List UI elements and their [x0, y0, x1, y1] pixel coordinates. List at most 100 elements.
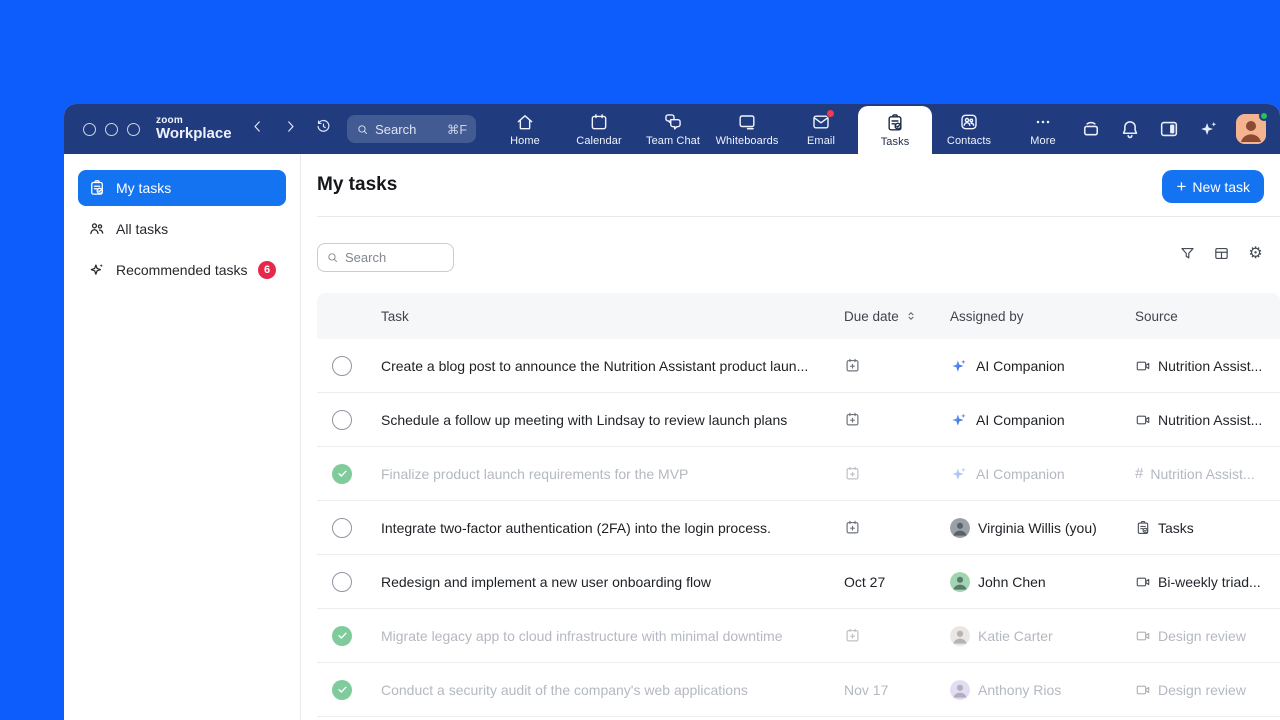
table-row[interactable]: Finalize product launch requirements for… — [317, 447, 1280, 501]
due-date-cell — [844, 357, 950, 374]
tab-more[interactable]: More — [1006, 104, 1080, 154]
assignee-name: John Chen — [978, 573, 1046, 590]
table-view-button[interactable] — [1213, 245, 1230, 262]
table-header: Task Due date Assigned by Source — [317, 293, 1280, 339]
global-search[interactable]: Search ⌘F — [347, 115, 477, 143]
column-assigned-by: Assigned by — [950, 308, 1024, 324]
sort-icon[interactable] — [904, 309, 918, 323]
tab-label: Team Chat — [645, 134, 701, 147]
main-header: My tasks + New task — [317, 154, 1280, 217]
task-checkbox[interactable] — [332, 517, 352, 538]
due-date-cell — [844, 519, 950, 536]
assigned-by-cell: AI Companion — [950, 357, 1135, 375]
source-cell: Bi-weekly triad... — [1135, 574, 1280, 590]
table-body: Create a blog post to announce the Nutri… — [317, 339, 1280, 717]
sidebar-item-recommended-tasks[interactable]: Recommended tasks 6 — [78, 252, 286, 288]
assigned-by-cell: John Chen — [950, 571, 1135, 592]
task-checkbox[interactable] — [332, 355, 352, 376]
add-due-date-icon[interactable] — [844, 357, 950, 374]
maximize-window-icon[interactable] — [127, 122, 140, 136]
table-row[interactable]: Integrate two-factor authentication (2FA… — [317, 501, 1280, 555]
task-title: Create a blog post to announce the Nutri… — [381, 357, 809, 374]
tab-team-chat[interactable]: Team Chat — [636, 104, 710, 154]
close-window-icon[interactable] — [83, 122, 96, 136]
task-title: Schedule a follow up meeting with Lindsa… — [381, 411, 788, 428]
task-checkbox[interactable] — [332, 409, 352, 430]
calendar-icon — [589, 112, 609, 132]
contacts-icon — [959, 112, 979, 132]
tab-label: Contacts — [946, 134, 992, 147]
source-label: Nutrition Assist... — [1150, 465, 1255, 482]
online-status-dot — [1259, 111, 1270, 121]
due-date-cell: Nov 17 — [844, 682, 950, 698]
tab-label: Tasks — [880, 135, 910, 148]
task-checkbox-checked[interactable] — [332, 625, 352, 646]
task-checkbox-checked[interactable] — [332, 679, 352, 700]
table-row[interactable]: Create a blog post to announce the Nutri… — [317, 339, 1280, 393]
video-icon — [1135, 682, 1151, 698]
add-due-date-icon[interactable] — [844, 465, 950, 482]
source-label: Tasks — [1158, 519, 1194, 536]
settings-button[interactable]: ⚙ — [1247, 245, 1264, 262]
connect-to-device-button[interactable] — [1080, 118, 1102, 140]
avatar-photo — [1236, 114, 1267, 144]
notifications-button[interactable] — [1119, 118, 1141, 140]
sparkle-icon — [1197, 118, 1219, 140]
column-source: Source — [1135, 308, 1178, 324]
source-label: Bi-weekly triad... — [1158, 573, 1261, 590]
table-row[interactable]: Schedule a follow up meeting with Lindsa… — [317, 393, 1280, 447]
toolbar-icons: ⚙ — [1179, 245, 1264, 262]
source-cell: Design review — [1135, 682, 1280, 698]
source-label: Design review — [1158, 681, 1246, 698]
search-shortcut: ⌘F — [446, 122, 468, 137]
minimize-window-icon[interactable] — [105, 122, 118, 136]
task-search-input[interactable] — [345, 250, 445, 265]
due-date-cell: Oct 27 — [844, 574, 950, 590]
tab-email[interactable]: Email — [784, 104, 858, 154]
tab-tasks[interactable]: Tasks — [858, 106, 933, 154]
tab-contacts[interactable]: Contacts — [932, 104, 1006, 154]
task-title: Migrate legacy app to cloud infrastructu… — [381, 627, 783, 644]
tab-whiteboards[interactable]: Whiteboards — [710, 104, 784, 154]
user-avatar[interactable] — [1236, 111, 1270, 144]
tab-calendar[interactable]: Calendar — [562, 104, 636, 154]
assignee-avatar — [950, 571, 970, 592]
task-search-box[interactable] — [317, 243, 454, 272]
panel-icon — [1158, 118, 1180, 140]
task-checkbox-checked[interactable] — [332, 463, 352, 484]
tab-label: Calendar — [576, 134, 622, 147]
assigned-by-cell: Virginia Willis (you) — [950, 517, 1135, 538]
column-due-date[interactable]: Due date — [844, 309, 950, 324]
side-panel-toggle-button[interactable] — [1158, 118, 1180, 140]
sidebar-item-all-tasks[interactable]: All tasks — [78, 211, 286, 247]
back-button[interactable] — [245, 116, 271, 142]
ai-companion-icon — [950, 411, 968, 429]
history-button[interactable] — [310, 116, 336, 142]
due-date-cell — [844, 627, 950, 644]
window-controls[interactable] — [83, 122, 140, 136]
tab-home[interactable]: Home — [488, 104, 562, 154]
filter-button[interactable] — [1179, 245, 1196, 262]
check-icon — [337, 468, 348, 479]
whiteboard-icon — [737, 112, 757, 132]
ai-companion-button[interactable] — [1197, 118, 1219, 140]
add-due-date-icon[interactable] — [844, 519, 950, 536]
add-due-date-icon[interactable] — [844, 411, 950, 428]
forward-button[interactable] — [278, 116, 304, 142]
task-checkbox[interactable] — [332, 571, 352, 592]
source-cell: Nutrition Assist... — [1135, 358, 1280, 374]
source-label: Nutrition Assist... — [1158, 411, 1263, 428]
add-due-date-icon[interactable] — [844, 627, 950, 644]
sidebar-item-my-tasks[interactable]: My tasks — [78, 170, 286, 206]
table-row[interactable]: Redesign and implement a new user onboar… — [317, 555, 1280, 609]
task-title: Conduct a security audit of the company'… — [381, 681, 748, 698]
due-date-text: Oct 27 — [844, 573, 886, 590]
source-cell: Nutrition Assist... — [1135, 412, 1280, 428]
titlebar-right — [1080, 111, 1280, 144]
new-task-button[interactable]: + New task — [1162, 170, 1264, 203]
tasks-icon — [885, 113, 905, 133]
all-tasks-icon — [88, 220, 106, 238]
table-row[interactable]: Migrate legacy app to cloud infrastructu… — [317, 609, 1280, 663]
due-date-cell — [844, 411, 950, 428]
table-row[interactable]: Conduct a security audit of the company'… — [317, 663, 1280, 717]
